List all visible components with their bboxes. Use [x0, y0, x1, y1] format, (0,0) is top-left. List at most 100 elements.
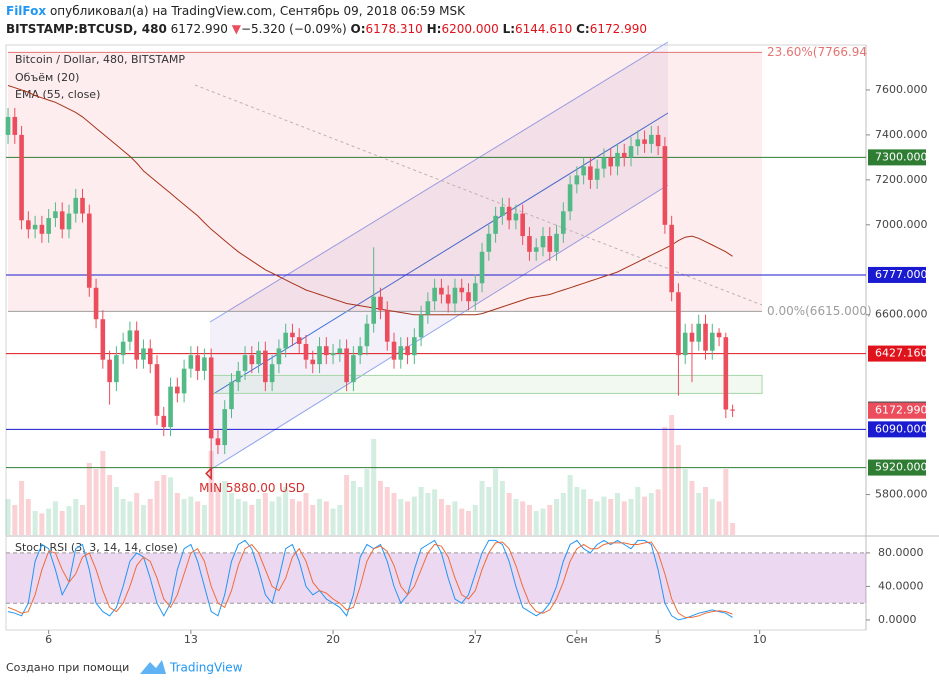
- level-badge: [868, 421, 926, 438]
- volume-bar: [621, 501, 627, 535]
- candle-body: [269, 364, 275, 383]
- volume-bar: [499, 481, 505, 535]
- candle-body: [472, 283, 478, 302]
- candle-body: [608, 157, 614, 167]
- ohlc-key: H:: [426, 22, 442, 36]
- candle-body: [73, 197, 79, 214]
- x-tick-label: Сен: [566, 633, 588, 646]
- candle-body: [235, 370, 241, 383]
- candle-body: [215, 438, 221, 446]
- y-tick-label: 7400.000: [875, 128, 928, 141]
- volume-bar: [682, 469, 688, 535]
- volume-bar: [344, 475, 350, 535]
- volume-bar: [12, 505, 18, 535]
- volume-bar: [560, 493, 566, 535]
- volume-bar: [540, 508, 546, 535]
- candle-body: [567, 184, 573, 212]
- volume-bar: [168, 477, 174, 535]
- trend-line: [194, 84, 763, 306]
- volume-bar: [533, 511, 539, 535]
- candle-body: [222, 409, 228, 446]
- candle-body: [716, 332, 722, 338]
- volume-bar: [384, 487, 390, 535]
- ohlc-value: 6172.990: [589, 22, 647, 36]
- candle-body: [405, 346, 410, 356]
- volume-bar: [323, 501, 329, 535]
- candle-body: [86, 213, 92, 288]
- volume-bar: [283, 487, 289, 535]
- candle-body: [208, 357, 214, 439]
- level-badge: [868, 149, 926, 166]
- author[interactable]: FilFox: [6, 4, 47, 18]
- candle-body: [12, 116, 18, 135]
- volume-bar: [438, 499, 444, 535]
- volume-bar: [371, 439, 377, 535]
- level-label: 7300.000: [875, 150, 928, 163]
- volume-bar: [574, 487, 580, 535]
- candle-body: [493, 215, 498, 234]
- volume-bar: [675, 445, 681, 535]
- candle-body: [168, 386, 173, 428]
- volume-bar: [445, 505, 451, 535]
- candle-body: [378, 296, 383, 311]
- level-label: 5920.000: [875, 461, 928, 474]
- candle-body: [398, 346, 404, 360]
- ohlc-value: 6200.000: [441, 22, 499, 36]
- candle-body: [141, 348, 146, 360]
- candle-body: [561, 211, 566, 234]
- candle-body: [26, 220, 31, 230]
- volume-bar: [696, 493, 702, 535]
- volume-bar: [648, 493, 654, 535]
- channel-lower: [209, 184, 669, 471]
- level-badge: [868, 402, 926, 419]
- volume-bar: [330, 508, 336, 535]
- volume-bar: [716, 501, 722, 535]
- candle-body: [628, 146, 634, 158]
- y-tick-label: 6600.000: [875, 308, 928, 321]
- candle-body: [466, 292, 471, 302]
- channel-middle: [209, 112, 669, 397]
- volume-bar: [547, 505, 553, 535]
- logo-icon: [140, 660, 166, 674]
- volume-bar: [337, 505, 343, 535]
- volume-bar: [466, 511, 472, 535]
- candle-body: [703, 323, 708, 351]
- candle-body: [669, 224, 674, 293]
- ohlc-value: 6144.610: [515, 22, 573, 36]
- tv-logo[interactable]: TradingView: [140, 660, 243, 675]
- ohlc-key: O:: [350, 22, 366, 36]
- volume-bar: [201, 505, 207, 535]
- candle-body: [147, 348, 153, 365]
- volume-bar: [66, 506, 72, 535]
- volume-bar: [520, 501, 526, 535]
- volume-bar: [86, 463, 92, 535]
- candle-body: [161, 415, 167, 428]
- candle-body: [80, 197, 85, 214]
- candle-body: [195, 355, 200, 371]
- volume-bar: [289, 499, 295, 535]
- volume-bar: [154, 481, 160, 535]
- candle-body: [540, 236, 546, 248]
- candle-body: [114, 355, 119, 383]
- candle-body: [19, 134, 24, 221]
- publish-line: FilFox опубликовал(а) на TradingView.com…: [6, 4, 465, 18]
- candle-body: [120, 341, 126, 356]
- candle-body: [53, 211, 58, 219]
- candle-body: [175, 386, 180, 394]
- candle-body: [662, 146, 668, 225]
- candle-body: [59, 211, 65, 230]
- volume-bar: [19, 481, 25, 535]
- volume-bar: [642, 496, 648, 535]
- level-badge: [868, 459, 926, 476]
- volume-bar: [601, 496, 607, 535]
- stoch-legend: Stoch RSI (3, 3, 14, 14, close): [15, 541, 178, 554]
- candle-body: [242, 355, 248, 371]
- stoch-d-line: [7, 541, 733, 618]
- candle-body: [391, 341, 397, 360]
- volume-bar: [113, 487, 119, 535]
- arrow: ▼: [231, 22, 241, 36]
- candle-body: [655, 134, 661, 147]
- volume-bar: [581, 489, 587, 535]
- volume-bar: [100, 451, 106, 535]
